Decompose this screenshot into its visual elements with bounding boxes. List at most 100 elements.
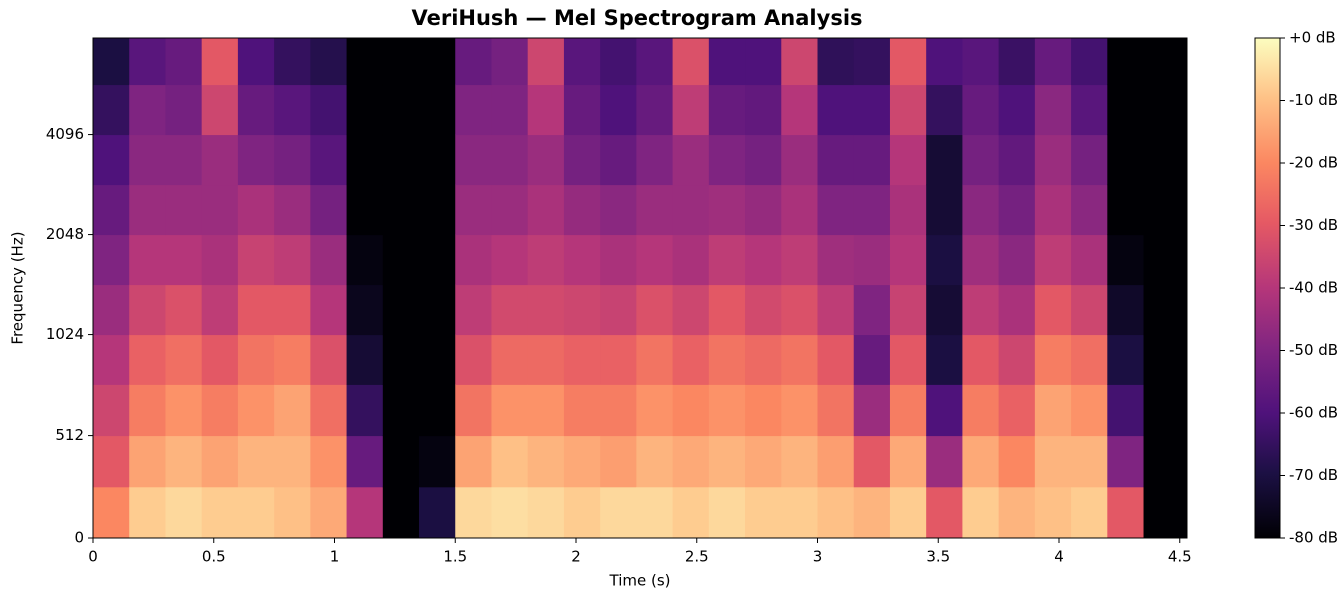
heat-cell [455,134,492,186]
heat-cell [889,486,927,539]
heat-cell [1071,384,1108,437]
heat-cell [781,384,819,437]
heat-cell [93,84,130,136]
heat-cell [962,184,1000,236]
colorbar-tick-label: -10 dB [1289,91,1338,109]
heat-cell [817,84,855,136]
heat-cell [346,334,384,385]
heat-cell [853,38,891,86]
heat-cell [817,284,855,336]
heat-cell [310,134,348,186]
heat-cell [455,38,492,86]
heat-cell [926,384,963,437]
heat-cell [817,184,855,236]
heat-cell [1143,184,1181,236]
heat-cell [889,134,927,186]
heat-cell [781,435,819,488]
heat-cell [708,234,746,286]
heat-cell [129,334,166,385]
x-tick-label: 2.5 [685,548,709,566]
heat-cell [455,435,492,488]
heat-cell [600,384,637,437]
heat-cell [1034,38,1072,86]
heat-cell [636,38,674,86]
heat-cell [672,84,710,136]
heat-cell [455,334,492,385]
heat-cell [1143,435,1181,488]
heat-cell [962,384,1000,437]
heat-cell [636,84,674,136]
heat-cell [853,284,891,336]
heat-cell [455,184,492,236]
heat-cell [455,486,492,539]
heat-cell [926,284,963,336]
heat-cell [889,184,927,236]
heat-cell [455,384,492,437]
heat-cell [491,486,529,539]
x-tick-label: 1 [330,548,340,566]
heat-cell [274,234,311,286]
heat-cell [817,234,855,286]
heat-cell [165,486,203,539]
heat-cell [419,284,456,336]
heat-cell [491,334,529,385]
colorbar-tick-label: -20 dB [1289,154,1338,172]
heat-cell [419,38,456,86]
heat-cell [1143,334,1181,385]
heat-cell [745,384,782,437]
heat-cell [93,38,130,86]
heat-cell [889,284,927,336]
heat-cell [1034,84,1072,136]
heat-cell [1107,334,1145,385]
heat-cell [237,84,275,136]
colorbar-tick-label: -60 dB [1289,404,1338,422]
heat-cell [600,38,637,86]
heat-cell [382,284,420,336]
heat-cell [527,486,565,539]
heat-cell [853,384,891,437]
heat-cell [93,234,130,286]
heat-cell [1107,486,1145,539]
heat-cell [310,234,348,286]
heat-cell [527,284,565,336]
heat-cell [382,334,420,385]
heat-cell [600,234,637,286]
heat-cell [708,184,746,236]
heat-cell [1071,334,1108,385]
heat-cell [491,234,529,286]
heat-cell [1143,38,1181,86]
heat-cell [274,435,311,488]
heat-cell [346,134,384,186]
heat-cell [636,134,674,186]
heat-cell [165,84,203,136]
heat-cell [563,486,601,539]
heat-cell [346,486,384,539]
heat-cell [781,38,819,86]
heat-cell [1143,234,1181,286]
heat-cell [382,184,420,236]
heat-cell [1034,486,1072,539]
heat-cell [274,334,311,385]
plot-frame [92,37,1188,539]
heat-cell [745,134,782,186]
y-tick-label: 2048 [46,225,84,243]
heat-cell [817,334,855,385]
heat-cell [382,84,420,136]
heat-cell [853,184,891,236]
heat-cell [563,435,601,488]
heat-cell [745,38,782,86]
heat-cell [998,486,1036,539]
heat-cell [346,184,384,236]
heat-cell [1107,134,1145,186]
heat-cell [527,334,565,385]
heat-cell [1107,38,1145,86]
heat-cell [1107,234,1145,286]
heat-cell [274,384,311,437]
heat-cell [853,134,891,186]
heat-cell [237,435,275,488]
heat-cell [600,486,637,539]
heat-cell [274,134,311,186]
heat-cell [962,134,1000,186]
heat-cell [274,486,311,539]
heat-cell [998,284,1036,336]
